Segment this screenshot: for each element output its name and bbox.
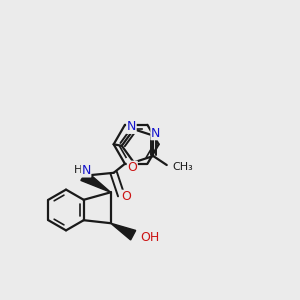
Text: N: N xyxy=(151,127,160,140)
Text: OH: OH xyxy=(141,231,160,244)
Text: N: N xyxy=(127,120,136,134)
Text: H: H xyxy=(74,165,82,176)
Text: N: N xyxy=(81,164,91,177)
Polygon shape xyxy=(81,171,111,192)
Text: O: O xyxy=(128,161,137,174)
Polygon shape xyxy=(111,223,136,240)
Text: O: O xyxy=(122,190,131,203)
Text: CH₃: CH₃ xyxy=(173,161,194,172)
